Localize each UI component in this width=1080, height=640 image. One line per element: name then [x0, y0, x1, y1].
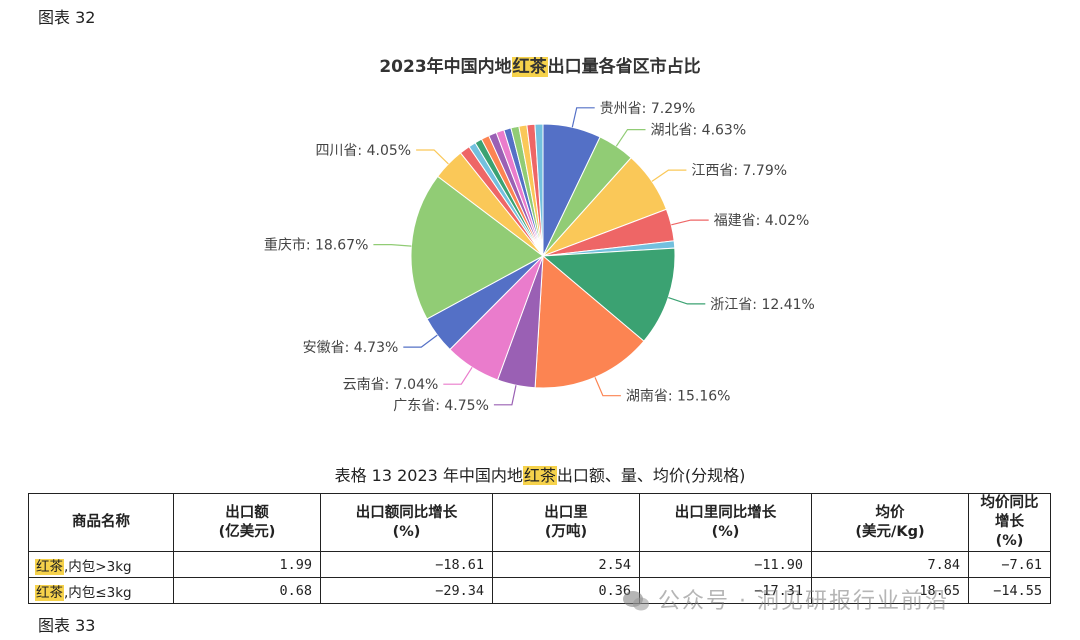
header-line: 商品名称	[72, 514, 130, 530]
slice-label-重庆市: 重庆市: 18.67%	[264, 237, 369, 254]
header-product: 商品名称	[28, 493, 174, 552]
table-title-pre: 表格 13 2023 年中国内地	[334, 466, 523, 485]
slice-label-湖北省: 湖北省: 4.63%	[651, 123, 747, 139]
avg-price-yoy-cell: −7.61	[968, 551, 1051, 578]
table-row: 红茶,内包>3kg 1.99 −18.61 2.54 −11.90 7.84 −…	[28, 551, 1051, 578]
label-line-四川省	[416, 149, 449, 165]
figure-label-top: 图表 32	[38, 8, 96, 27]
header-avg-price: 均价 (美元/Kg)	[811, 493, 969, 552]
figure-label-bottom: 图表 33	[38, 616, 96, 635]
slice-label-湖南省: 湖南省: 15.16%	[626, 389, 731, 405]
product-name-highlight: 红茶	[35, 558, 64, 575]
label-line-湖南省	[594, 377, 621, 397]
avg-price-cell: 18.65	[811, 577, 969, 604]
label-line-福建省	[671, 219, 709, 226]
slice-label-广东省: 广东省: 4.75%	[393, 398, 489, 414]
table-header-row: 商品名称 出口额 (亿美元) 出口额同比增长 (%) 出口里 (万吨) 出口里同比增长…	[28, 493, 1051, 552]
export-volume-cell: 0.36	[492, 577, 640, 604]
chart-title: 2023年中国内地红茶出口量各省区市占比	[0, 52, 1080, 77]
product-name-rest: ,内包>3kg	[64, 558, 132, 575]
label-line-湖北省	[615, 129, 646, 147]
pie-slice-湖南省	[534, 254, 645, 389]
header-line: 出口额	[225, 504, 269, 521]
table-title: 表格 13 2023 年中国内地红茶出口额、量、均价(分规格)	[0, 462, 1080, 486]
slice-label-浙江省: 浙江省: 12.41%	[710, 297, 815, 313]
export-table: 商品名称 出口额 (亿美元) 出口额同比增长 (%) 出口里 (万吨) 出口里同比增长…	[28, 493, 1051, 604]
avg-price-cell: 7.84	[811, 551, 969, 578]
product-name-rest: ,内包≤3kg	[64, 584, 132, 601]
label-line-浙江省	[668, 297, 706, 305]
product-name-cell: 红茶,内包>3kg	[28, 551, 174, 578]
slice-label-江西省: 江西省: 7.79%	[691, 163, 787, 179]
watermark: 公众号 · 洞见研报行业前沿	[622, 583, 949, 615]
chart-title-post: 出口量各省区市占比	[547, 57, 701, 77]
label-line-江西省	[651, 169, 687, 182]
table-row: 红茶,内包≤3kg 0.68 −29.34 0.36 −17.31 18.65 …	[28, 577, 1051, 604]
product-name-highlight: 红茶	[35, 584, 64, 601]
header-export-volume-yoy: 出口里同比增长 (%)	[639, 493, 812, 552]
header-unit: (%)	[392, 523, 421, 540]
label-line-重庆市	[373, 244, 412, 247]
export-value-yoy-cell: −29.34	[320, 577, 493, 604]
label-line-安徽省	[403, 334, 438, 348]
header-unit: (万吨)	[544, 523, 588, 540]
product-name-cell: 红茶,内包≤3kg	[28, 577, 174, 604]
header-unit: (亿美元)	[218, 523, 276, 540]
table-title-highlight: 红茶	[522, 466, 557, 485]
label-line-贵州省	[571, 107, 595, 128]
export-volume-yoy-cell: −17.31	[639, 577, 812, 604]
header-export-value-yoy: 出口额同比增长 (%)	[320, 493, 493, 552]
pie-slice-浙江省	[541, 247, 676, 342]
export-value-yoy-cell: −18.61	[320, 551, 493, 578]
slice-label-贵州省: 贵州省: 7.29%	[600, 101, 696, 117]
header-unit: (%)	[711, 523, 740, 540]
header-export-value: 出口额 (亿美元)	[173, 493, 321, 552]
slice-label-云南省: 云南省: 7.04%	[343, 377, 439, 393]
label-line-广东省	[493, 385, 517, 406]
header-avg-price-yoy: 均价同比增长 (%)	[968, 493, 1051, 552]
slice-label-安徽省: 安徽省: 4.73%	[303, 340, 399, 356]
header-line: 均价	[875, 504, 905, 521]
export-volume-cell: 2.54	[492, 551, 640, 578]
avg-price-yoy-cell: −14.55	[968, 577, 1051, 604]
header-line: 均价同比增长	[980, 495, 1039, 530]
slice-label-四川省: 四川省: 4.05%	[315, 143, 411, 159]
chart-title-highlight: 红茶	[511, 57, 548, 77]
header-unit: (美元/Kg)	[855, 523, 925, 540]
export-volume-yoy-cell: −11.90	[639, 551, 812, 578]
chart-title-pre: 2023年中国内地	[379, 57, 512, 77]
header-line: 出口额同比增长	[355, 504, 458, 521]
slice-label-福建省: 福建省: 4.02%	[714, 213, 810, 229]
header-export-volume: 出口里 (万吨)	[492, 493, 640, 552]
export-value-cell: 0.68	[173, 577, 321, 604]
header-line: 出口里同比增长	[674, 504, 777, 521]
header-unit: (%)	[995, 533, 1024, 549]
pie-slice-other-12	[534, 123, 544, 257]
wechat-icon	[623, 591, 649, 611]
table-title-post: 出口额、量、均价(分规格)	[556, 466, 746, 485]
watermark-text: 公众号 · 洞见研报行业前沿	[658, 589, 949, 614]
export-value-cell: 1.99	[173, 551, 321, 578]
header-line: 出口里	[544, 504, 588, 521]
label-line-云南省	[443, 366, 473, 385]
pie-chart: 贵州省: 7.29% 湖北省: 4.63% 江西省: 7.79% 福建省: 4.02%…	[264, 101, 815, 414]
